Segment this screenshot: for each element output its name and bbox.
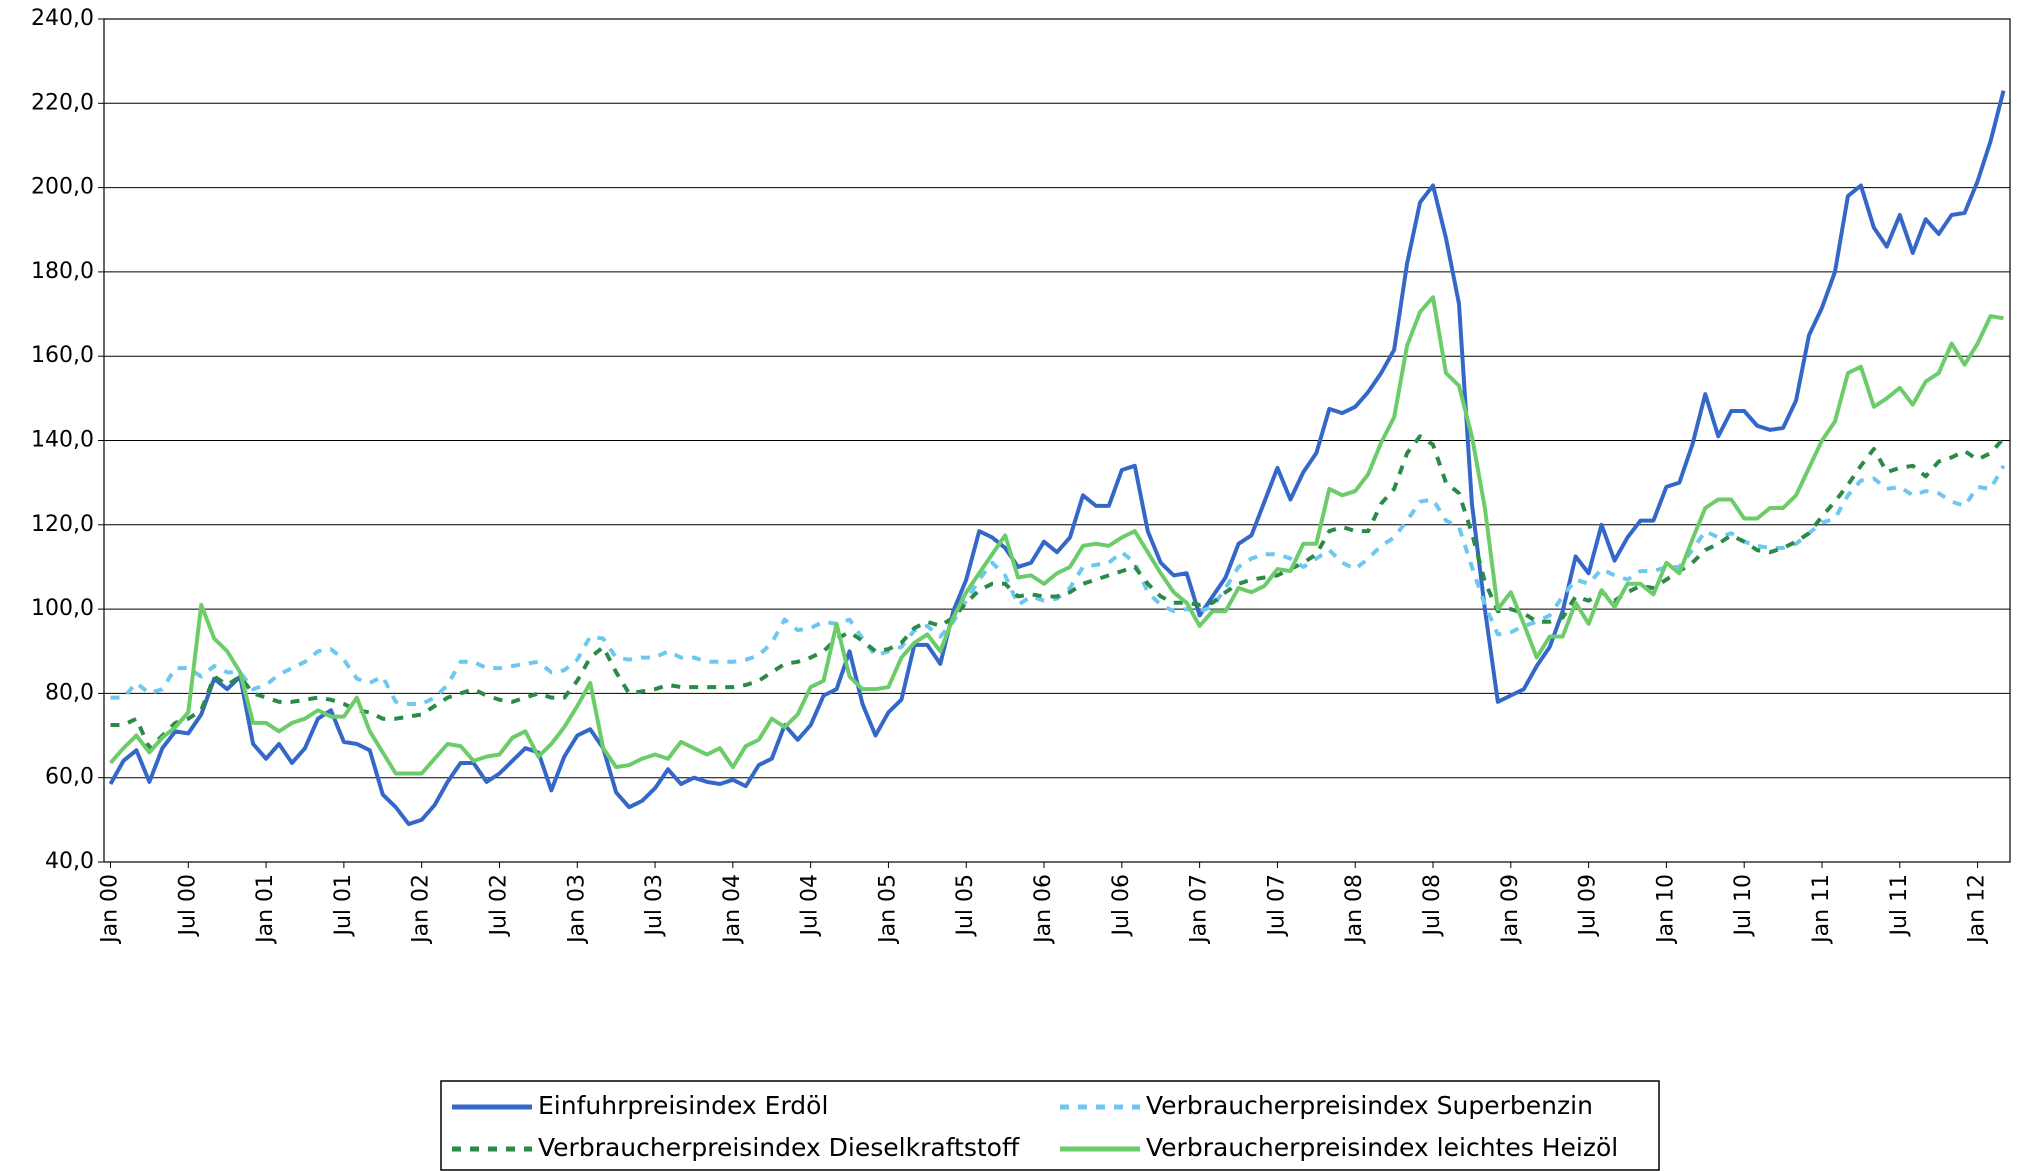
y-tick-label: 200,0 [31, 175, 94, 200]
x-tick-label: Jan 04 [720, 874, 745, 945]
y-tick-label: 220,0 [31, 90, 94, 115]
x-tick-label: Jul 06 [1109, 874, 1134, 938]
x-tick-label: Jul 09 [1576, 874, 1601, 938]
y-tick-label: 60,0 [45, 765, 94, 790]
y-tick-label: 40,0 [45, 849, 94, 874]
x-tick-label: Jul 10 [1731, 874, 1756, 938]
x-tick-label: Jan 00 [97, 874, 122, 945]
x-tick-label: Jan 11 [1809, 874, 1834, 945]
x-tick-label: Jan 12 [1965, 874, 1990, 945]
x-tick-label: Jul 05 [953, 874, 978, 938]
x-tick-label: Jan 05 [875, 874, 900, 945]
x-tick-label: Jan 01 [253, 874, 278, 945]
x-tick-label: Jan 06 [1031, 874, 1056, 945]
x-tick-label: Jan 09 [1498, 874, 1523, 945]
x-tick-label: Jul 07 [1264, 874, 1289, 938]
x-tick-label: Jul 04 [798, 874, 823, 938]
x-tick-label: Jul 02 [486, 874, 511, 938]
y-tick-label: 120,0 [31, 512, 94, 537]
series-line [110, 434, 2006, 751]
x-tick-label: Jan 02 [409, 874, 434, 945]
legend-label: Einfuhrpreisindex Erdöl [538, 1091, 828, 1120]
y-tick-label: 80,0 [45, 680, 94, 705]
y-tick-label: 180,0 [31, 259, 94, 284]
y-tick-label: 240,0 [31, 6, 94, 31]
series-line [108, 90, 2006, 827]
x-tick-label: Jul 08 [1420, 874, 1445, 938]
y-tick-label: 140,0 [31, 428, 94, 453]
y-tick-label: 100,0 [31, 596, 94, 621]
legend-label: Verbraucherpreisindex leichtes Heizöl [1146, 1133, 1618, 1162]
legend-box [440, 1080, 1660, 1171]
x-tick-label: Jan 03 [564, 874, 589, 945]
legend-label: Verbraucherpreisindex Dieselkraftstoff [538, 1133, 1020, 1162]
x-tick-label: Jan 07 [1187, 874, 1212, 945]
x-tick-label: Jul 01 [331, 874, 356, 938]
x-tick-label: Jan 10 [1653, 874, 1678, 945]
series-line [110, 464, 2006, 706]
series-line [108, 295, 2004, 776]
x-tick-label: Jan 08 [1342, 874, 1367, 945]
x-tick-label: Jul 11 [1887, 874, 1912, 938]
x-tick-label: Jul 03 [642, 874, 667, 938]
y-tick-label: 160,0 [31, 343, 94, 368]
legend-label: Verbraucherpreisindex Superbenzin [1146, 1091, 1593, 1120]
x-tick-label: Jul 00 [175, 874, 200, 938]
